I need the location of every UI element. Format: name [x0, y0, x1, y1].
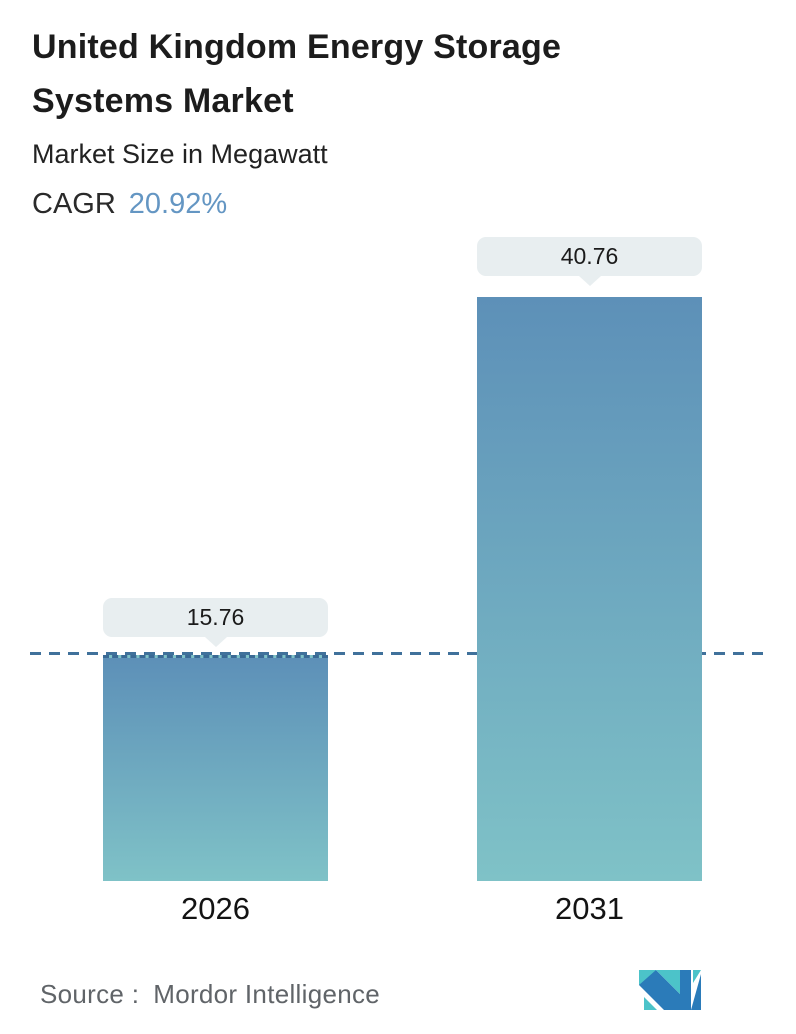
value-tooltip-2031: 40.76 — [477, 236, 702, 276]
cagr-label: CAGR — [32, 188, 116, 220]
source-label: Source : — [40, 979, 140, 1009]
x-axis-labels: 2026 2031 — [30, 891, 766, 931]
mordor-intelligence-logo-icon — [639, 970, 701, 1010]
x-label-2026: 2026 — [181, 891, 250, 926]
value-tooltip-2026: 15.76 — [103, 598, 328, 638]
x-label-2031: 2031 — [555, 891, 624, 926]
bar-2026[interactable]: 15.76 — [103, 598, 328, 881]
cagr-value: 20.92% — [128, 188, 228, 220]
chart-subtitle: Market Size in Megawatt — [32, 139, 328, 169]
bar-slot-2026: 15.76 — [103, 230, 328, 881]
source-attribution: Source : Mordor Intelligence — [40, 979, 380, 1010]
value-label-2031: 40.76 — [560, 242, 619, 269]
chart-title: United Kingdom Energy Storage Systems Ma… — [32, 28, 562, 120]
cagr-line: CAGR 20.92% — [32, 186, 227, 222]
value-label-2026: 15.76 — [186, 604, 245, 631]
bar-2031[interactable]: 40.76 — [477, 236, 702, 881]
threshold-dashed-line — [30, 652, 766, 656]
bar-slot-2031: 40.76 — [477, 230, 702, 881]
source-name: Mordor Intelligence — [153, 979, 381, 1009]
bar-chart-area: 15.76 40.76 — [30, 230, 766, 881]
